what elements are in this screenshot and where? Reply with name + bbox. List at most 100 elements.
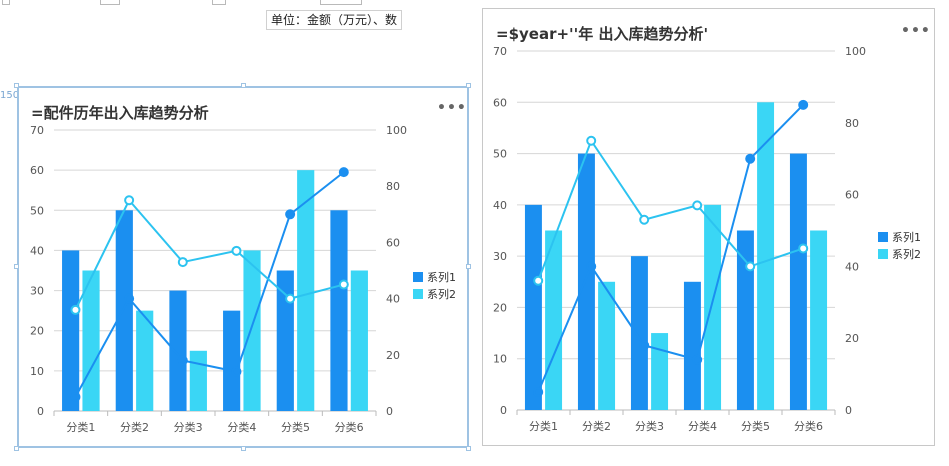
line-point-2 (533, 275, 544, 286)
line-point-2 (745, 261, 756, 272)
toolbar-fragment-piece (320, 0, 362, 5)
toolbar-fragment-piece (212, 0, 226, 5)
y-tick-label: 70 (493, 45, 507, 58)
legend-label: 系列2 (427, 287, 456, 301)
x-tick-label: 分类4 (227, 420, 256, 434)
y2-tick-label: 0 (386, 405, 393, 418)
resize-handle[interactable] (14, 264, 19, 269)
y-tick-label: 50 (493, 148, 507, 161)
series-line-1 (74, 171, 345, 398)
x-tick-label: 分类6 (794, 419, 823, 433)
resize-handle[interactable] (241, 83, 246, 88)
more-options-icon[interactable]: ••• (901, 23, 931, 39)
bar-2 (598, 281, 616, 410)
bar-2 (136, 310, 154, 411)
y-tick-label: 70 (30, 124, 44, 137)
y-tick-label: 60 (30, 164, 44, 177)
chart-svg: 0 10 20 30 40 50 60 70 0 20 40 60 80 100 分类1 分类2 分类3 分类4 分… (30, 124, 456, 434)
y2-tick-label: 60 (845, 189, 859, 202)
y2-tick-label: 80 (845, 117, 859, 130)
x-tick-label: 分类2 (582, 419, 611, 433)
bar-2 (651, 333, 669, 410)
bar-2 (189, 350, 207, 411)
bar-1 (115, 210, 133, 411)
y2-tick-label: 0 (845, 404, 852, 417)
resize-handle[interactable] (466, 446, 471, 451)
y-tick-label: 10 (30, 365, 44, 378)
line-point-1 (798, 99, 809, 110)
y2-tick-label: 100 (386, 124, 407, 137)
resize-handle[interactable] (14, 83, 19, 88)
line-point-1 (639, 340, 650, 351)
chart-panel-right[interactable]: =$year+''年 出入库趋势分析' ••• 0 10 20 30 40 50 60 70 0… (482, 8, 935, 446)
chart-title: =配件历年出入库趋势分析 (31, 104, 209, 122)
line-point-2 (124, 195, 135, 206)
legend-label: 系列2 (892, 247, 921, 261)
line-point-2 (586, 135, 597, 146)
series-line-2 (74, 198, 345, 311)
line-point-1 (533, 387, 544, 398)
x-tick-label: 分类3 (635, 419, 664, 433)
legend-label: 系列1 (427, 270, 456, 284)
bar-1 (276, 270, 294, 411)
y-tick-label: 40 (30, 244, 44, 257)
series-line-1 (537, 104, 804, 393)
bar-1 (630, 256, 648, 410)
x-tick-label: 分类1 (529, 419, 558, 433)
line-point-2 (231, 245, 242, 256)
legend-swatch-1 (878, 232, 888, 242)
y-tick-label: 20 (30, 325, 44, 338)
chart-svg: 0 10 20 30 40 50 60 70 0 20 40 60 80 100 分类1 分类2 分类3 分类4 分… (493, 45, 921, 433)
legend-swatch-1 (413, 272, 423, 282)
line-point-2 (338, 279, 349, 290)
series-line-2 (537, 138, 804, 282)
legend-swatch-2 (413, 289, 423, 299)
resize-handle[interactable] (241, 446, 246, 451)
bar-1 (683, 281, 701, 410)
bar-2 (757, 102, 775, 411)
x-tick-label: 分类5 (741, 419, 770, 433)
y-tick-label: 50 (30, 204, 44, 217)
bar-1 (169, 290, 187, 411)
line-point-1 (586, 261, 597, 272)
x-tick-label: 分类1 (66, 420, 95, 434)
line-point-2 (639, 214, 650, 225)
line-point-1 (692, 354, 703, 365)
y-tick-label: 10 (493, 353, 507, 366)
line-point-1 (285, 209, 296, 220)
chart-panel-left[interactable]: =配件历年出入库趋势分析 ••• 0 10 20 30 40 50 60 70 0 20 40 60 8… (17, 86, 469, 448)
bar-1 (577, 153, 595, 411)
x-tick-label: 分类2 (120, 420, 149, 434)
y2-tick-label: 80 (386, 180, 400, 193)
bar-2 (243, 250, 261, 411)
line-point-1 (70, 391, 81, 402)
y2-tick-label: 40 (845, 260, 859, 273)
bar-1 (789, 153, 807, 411)
bar-2 (350, 270, 368, 411)
toolbar-fragment (0, 0, 470, 6)
x-tick-label: 分类5 (281, 420, 310, 434)
resize-handle[interactable] (466, 83, 471, 88)
line-point-1 (231, 366, 242, 377)
line-point-2 (692, 200, 703, 211)
line-point-1 (124, 293, 135, 304)
line-point-1 (338, 167, 349, 178)
more-options-icon[interactable]: ••• (437, 100, 467, 116)
toolbar-fragment-piece (100, 0, 120, 5)
toolbar-fragment-piece (2, 0, 10, 5)
bar-1 (62, 250, 80, 411)
legend-swatch-2 (878, 249, 888, 259)
bar-2 (704, 204, 722, 410)
bar-2 (297, 170, 315, 411)
y-tick-label: 30 (493, 250, 507, 263)
line-point-2 (70, 304, 81, 315)
y-tick-label: 0 (37, 405, 44, 418)
legend-label: 系列1 (892, 230, 921, 244)
line-point-2 (798, 243, 809, 254)
x-tick-label: 分类4 (688, 419, 717, 433)
bar-1 (330, 210, 348, 411)
line-point-1 (177, 355, 188, 366)
resize-handle[interactable] (14, 446, 19, 451)
resize-handle[interactable] (466, 264, 471, 269)
bar-1 (736, 230, 754, 410)
